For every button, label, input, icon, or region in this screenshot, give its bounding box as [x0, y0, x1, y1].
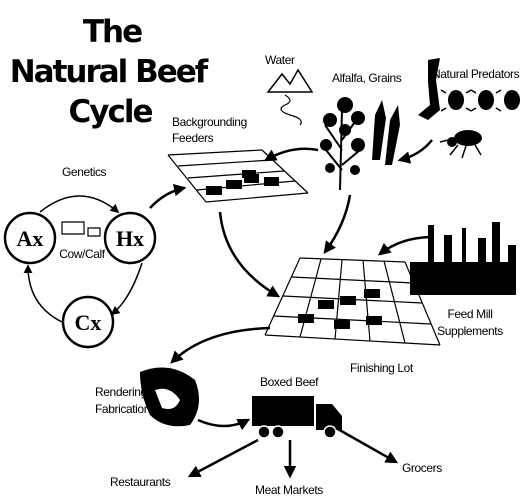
truck — [252, 396, 342, 438]
flow-arrow — [325, 195, 350, 252]
feedmill-label: Supplements — [437, 324, 503, 338]
feed-mill — [410, 222, 516, 295]
diagram: The Natural Beef Cycle Water Alfalfa, Gr… — [0, 0, 523, 498]
cycle-arrow — [40, 196, 118, 212]
cx-label: Cx — [75, 310, 102, 335]
grocers-label: Grocers — [402, 461, 442, 475]
water-label: Water — [265, 53, 295, 67]
flow-arrow — [190, 440, 258, 476]
cow-icon — [62, 222, 100, 236]
flow-arrow — [150, 188, 184, 208]
plants — [320, 97, 400, 190]
flow-arrow — [198, 420, 248, 426]
feeders-pen — [168, 150, 308, 202]
hx-label: Hx — [116, 226, 144, 251]
cowcalf-label: Cow/Calf — [59, 247, 106, 261]
alfalfa-label: Alfalfa, Grains — [332, 71, 402, 85]
rendering-label: Fabrication — [95, 402, 150, 416]
feedmill-label: Feed Mill — [447, 307, 492, 321]
cattle — [298, 289, 382, 329]
title-line: Natural Beef — [10, 54, 209, 90]
finishing-label: Finishing Lot — [350, 361, 414, 375]
stream — [281, 95, 301, 125]
predators-label: Natural Predators — [432, 67, 520, 81]
cycle-arrow — [28, 266, 62, 322]
meatmarkets-label: Meat Markets — [255, 483, 323, 497]
restaurants-label: Restaurants — [110, 475, 171, 489]
genetics-label: Genetics — [62, 165, 107, 179]
title-line: Cycle — [69, 94, 153, 130]
boxedbeef-label: Boxed Beef — [260, 375, 319, 389]
ax-label: Ax — [17, 226, 44, 251]
cattle — [206, 170, 279, 195]
flow-arrow — [172, 328, 270, 362]
title-line: The — [83, 14, 142, 50]
flow-arrow — [380, 237, 430, 254]
cycle-arrow — [112, 263, 142, 314]
rendering-label: Rendering — [95, 385, 147, 399]
flow-arrow — [266, 149, 318, 160]
flow-arrow — [400, 140, 432, 160]
feeders-label: Feeders — [172, 131, 214, 145]
feeders-label: Backgrounding — [172, 115, 247, 129]
mountains — [268, 70, 312, 92]
flow-arrow — [336, 428, 396, 462]
flow-arrow — [220, 212, 278, 296]
